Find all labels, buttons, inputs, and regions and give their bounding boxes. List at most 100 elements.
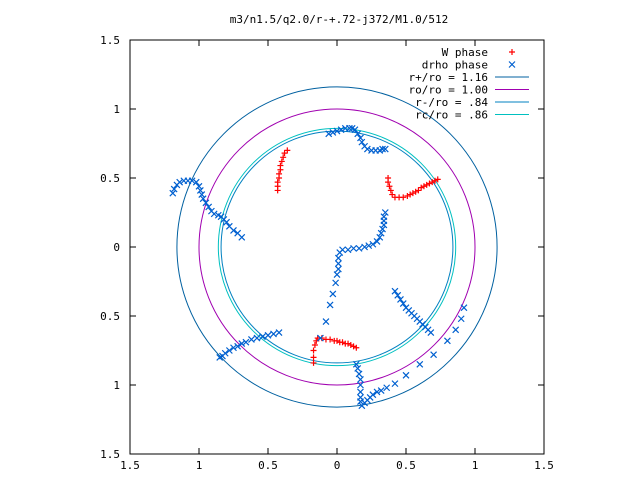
legend-entry: ro/ro = 1.00 [409, 84, 529, 97]
w-phase-point [274, 187, 281, 194]
drho-phase-point [361, 243, 369, 251]
w-phase-point [426, 180, 433, 187]
drho-phase-point [234, 229, 242, 237]
y-tick-label: 0.5 [100, 172, 120, 185]
w-phase-point [281, 150, 288, 157]
drho-phase-point [354, 365, 362, 372]
drho-phase-point [259, 333, 266, 341]
legend-label: ro/ro = 1.00 [409, 84, 488, 97]
drho-phase-point [380, 221, 388, 229]
legend-label: drho phase [422, 59, 488, 72]
drho-phase-point [230, 344, 237, 352]
y-tick-label: 1.5 [100, 34, 120, 47]
drho-phase-point [198, 191, 206, 198]
drho-phase-point [336, 249, 344, 256]
drho-phase-point [207, 207, 215, 215]
drho-phase-point [363, 145, 371, 153]
drho-phase-point [443, 337, 451, 345]
drho-phase-point [248, 336, 255, 343]
legend-marker [509, 49, 515, 55]
legend-entry: r+/ro = 1.16 [409, 71, 529, 84]
drho-phase-point [402, 371, 410, 379]
w-phase-point [434, 176, 441, 183]
legend-label: rc/ro = .86 [415, 109, 488, 122]
w-phase-point [278, 158, 285, 165]
drho-phase-point [358, 138, 366, 146]
w-phase-point [276, 175, 283, 181]
drho-phase-point [350, 244, 357, 252]
x-tick-label: 0.5 [396, 459, 416, 472]
drho-phase-point [355, 244, 363, 252]
drho-phase-point [357, 376, 364, 383]
w-phase-point [310, 347, 317, 354]
drho-phase-point [264, 331, 272, 339]
drho-phase-point [344, 246, 352, 254]
drho-phase-point [351, 126, 359, 134]
legend-entry: drho phase [422, 59, 516, 72]
drho-phase-point [334, 254, 342, 262]
drho-phase-point [322, 318, 330, 325]
legend-label: W phase [442, 46, 488, 59]
w-phase-point [311, 341, 318, 348]
drho-phase-point [242, 338, 250, 346]
drho-phase-point [270, 330, 277, 338]
w-phase-point [347, 341, 354, 348]
drho-phase-point [345, 124, 353, 132]
w-phase-point [420, 183, 427, 190]
w-phase-point [423, 181, 430, 188]
drho-phase-point [373, 388, 381, 396]
legend-label: r+/ro = 1.16 [409, 71, 488, 84]
drho-phase-point [169, 189, 177, 197]
x-tick-label: 0.5 [258, 459, 278, 472]
w-phase-point [415, 187, 422, 194]
drho-phase-point [460, 304, 468, 312]
drho-phase-point [196, 186, 204, 194]
legend-entry: r-/ro = .84 [415, 96, 529, 109]
drho-phase-point [333, 127, 341, 135]
w-phase-point [310, 359, 317, 366]
drho-phase-point [416, 360, 424, 368]
y-tick-label: 0 [113, 241, 120, 254]
w-phase-point [389, 191, 396, 198]
drho-phase-point [430, 351, 438, 359]
ring-curves [176, 86, 498, 408]
w-phase-point [404, 192, 411, 199]
drho-phase-point [192, 178, 200, 186]
x-tick-label: 0 [334, 459, 341, 472]
w-phase-point [409, 190, 416, 197]
drho-phase-point [377, 229, 385, 237]
ring-curve [220, 130, 454, 364]
drho-phase-point [334, 260, 342, 267]
drho-phase-point [357, 398, 364, 405]
drho-phase-point [399, 300, 407, 308]
drho-phase-point [354, 130, 362, 138]
drho-phase-point [379, 145, 386, 153]
drho-phase-point [225, 347, 233, 354]
w-phase-point [336, 339, 343, 346]
drho-phase-point [355, 370, 363, 378]
drho-phase-point [332, 279, 340, 287]
drho-phase-point [381, 209, 389, 216]
drho-phase-point [352, 360, 360, 368]
drho-phase-point [329, 290, 337, 298]
y-tick-label: 1 [113, 103, 120, 116]
drho-phase-point [369, 240, 377, 248]
w-phase-point [418, 184, 425, 191]
legend-marker [508, 61, 516, 68]
w-phase-point [350, 343, 357, 350]
legend-entry: W phase [442, 46, 515, 59]
w-phase-point [322, 336, 329, 343]
drho-phase-point [373, 238, 381, 245]
drho-phase-point [365, 242, 373, 250]
chart-title: m3/n1.5/q2.0/r-+.72-j372/M1.0/512 [230, 13, 449, 26]
w-phase-point [431, 177, 438, 184]
w-phase-point [310, 354, 317, 361]
drho-phase-point [326, 301, 334, 309]
w-phase-point [284, 147, 291, 154]
w-phase-point [412, 188, 419, 195]
drho-phase-point [325, 130, 333, 138]
drho-phase-point [376, 233, 384, 241]
drho-phase-point [202, 199, 210, 207]
